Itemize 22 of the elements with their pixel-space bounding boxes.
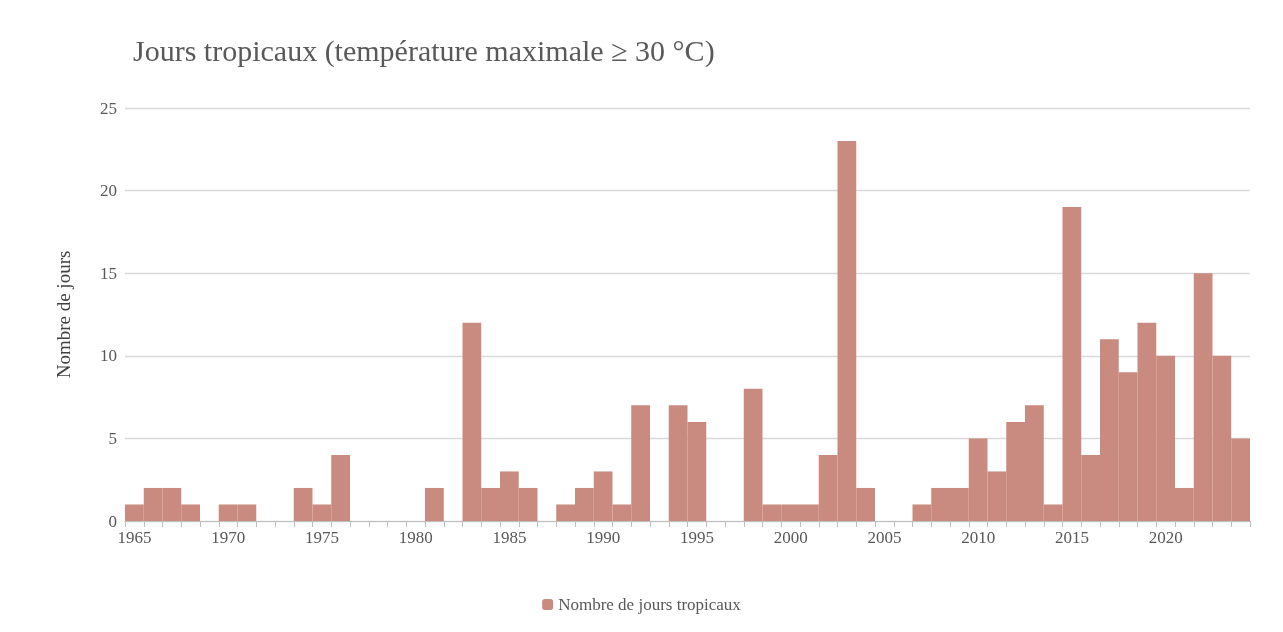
x-tick-label: 2015 bbox=[1054, 528, 1089, 547]
x-tick-label: 1965 bbox=[117, 528, 152, 547]
y-axis-title: Nombre de jours bbox=[53, 250, 74, 379]
y-tick-label: 15 bbox=[100, 263, 117, 283]
chart-title: Jours tropicaux (température maximale ≥ 30 °C) bbox=[133, 33, 715, 68]
x-tick-label: 1985 bbox=[492, 528, 527, 547]
legend-label: Nombre de jours tropicaux bbox=[558, 595, 742, 614]
x-tick-label: 1995 bbox=[679, 528, 714, 547]
x-tick-label: 1970 bbox=[211, 528, 246, 547]
y-tick-label: 25 bbox=[100, 98, 117, 118]
x-tick-label: 2010 bbox=[961, 528, 996, 547]
y-tick-label: 0 bbox=[108, 511, 117, 531]
y-tick-label: 5 bbox=[108, 428, 117, 448]
x-tick-label: 1975 bbox=[304, 528, 339, 547]
x-tick-label: 2020 bbox=[1148, 528, 1183, 547]
x-tick-label: 1990 bbox=[586, 528, 621, 547]
x-tick-label: 2000 bbox=[773, 528, 808, 547]
y-tick-label: 10 bbox=[100, 346, 117, 366]
x-tick-label: 1980 bbox=[398, 528, 433, 547]
bar bbox=[425, 487, 444, 521]
y-tick-label: 20 bbox=[100, 181, 117, 201]
x-tick-label: 2005 bbox=[867, 528, 902, 547]
